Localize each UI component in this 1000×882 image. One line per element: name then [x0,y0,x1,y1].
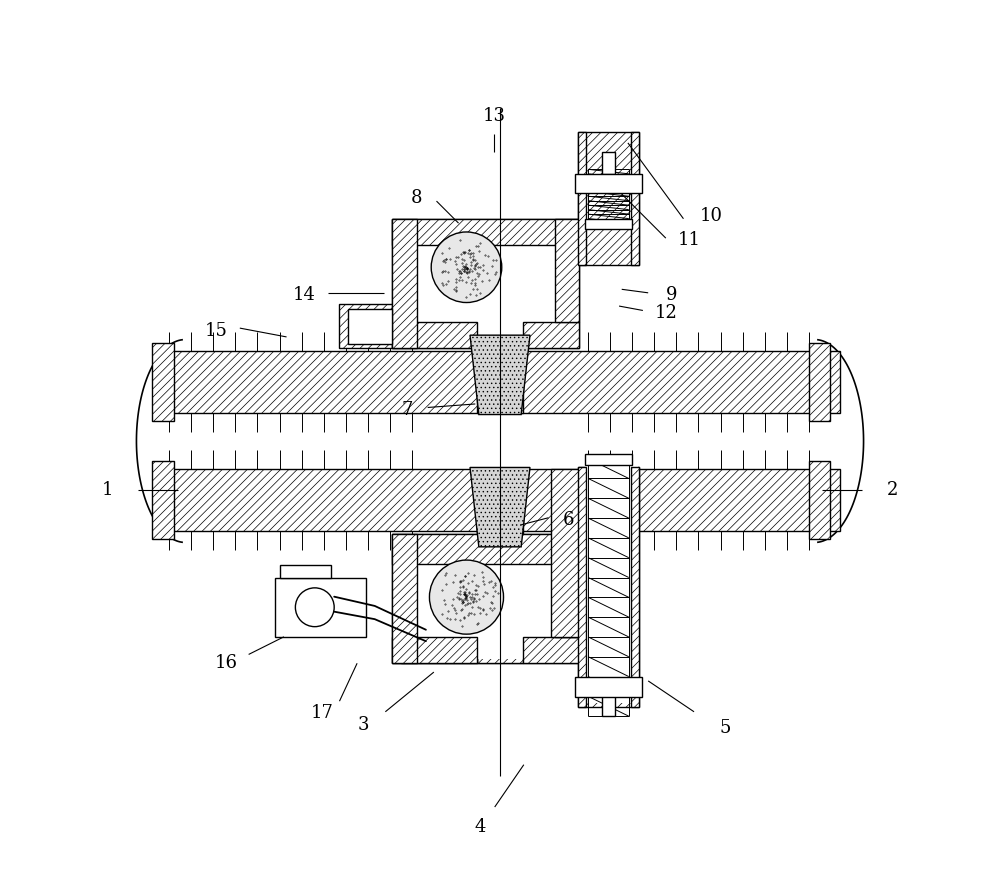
Text: 6: 6 [563,512,575,529]
Bar [809,461,830,539]
Text: 15: 15 [205,322,227,340]
Text: 17: 17 [310,704,333,721]
Polygon shape [631,467,639,707]
Text: 12: 12 [654,304,677,322]
Text: 13: 13 [482,108,505,125]
Bar [152,343,174,421]
Bar [602,152,615,174]
Polygon shape [160,469,840,531]
Bar [280,565,331,578]
Polygon shape [555,534,579,637]
Polygon shape [477,469,523,663]
Circle shape [431,232,502,303]
Polygon shape [401,538,477,663]
Text: 9: 9 [666,287,678,304]
Polygon shape [578,132,586,265]
Bar [575,174,642,193]
Text: 5: 5 [719,719,731,736]
Polygon shape [392,219,579,245]
Polygon shape [160,351,840,413]
Bar [809,343,830,421]
Polygon shape [523,322,579,348]
Text: 16: 16 [215,654,238,672]
Circle shape [295,587,334,626]
Text: 4: 4 [475,818,486,836]
Polygon shape [585,464,638,703]
Bar [585,454,632,465]
Polygon shape [551,469,584,637]
Polygon shape [631,132,639,265]
Text: 3: 3 [358,716,369,734]
Polygon shape [392,219,417,348]
Text: 2: 2 [887,481,898,498]
Text: 14: 14 [293,287,316,304]
Text: 7: 7 [402,401,413,419]
Text: 8: 8 [410,190,422,207]
Polygon shape [578,467,586,707]
Text: 11: 11 [678,231,701,249]
Polygon shape [555,219,579,322]
Polygon shape [470,467,530,547]
Bar [152,461,174,539]
Polygon shape [275,578,366,637]
Polygon shape [578,467,639,707]
Polygon shape [397,223,575,344]
Polygon shape [578,132,639,265]
Polygon shape [477,348,523,413]
Polygon shape [523,637,579,663]
Polygon shape [339,304,392,348]
Circle shape [429,560,504,634]
Polygon shape [392,322,477,348]
Bar [585,219,632,229]
Polygon shape [392,637,477,663]
Polygon shape [470,335,530,415]
Bar [575,677,642,697]
Polygon shape [392,534,417,663]
Polygon shape [392,534,579,663]
Bar [602,694,615,716]
Text: 1: 1 [102,481,113,498]
Bar [348,309,392,344]
Polygon shape [397,538,575,659]
Text: 10: 10 [700,207,723,225]
Polygon shape [392,219,579,348]
Polygon shape [392,534,579,564]
